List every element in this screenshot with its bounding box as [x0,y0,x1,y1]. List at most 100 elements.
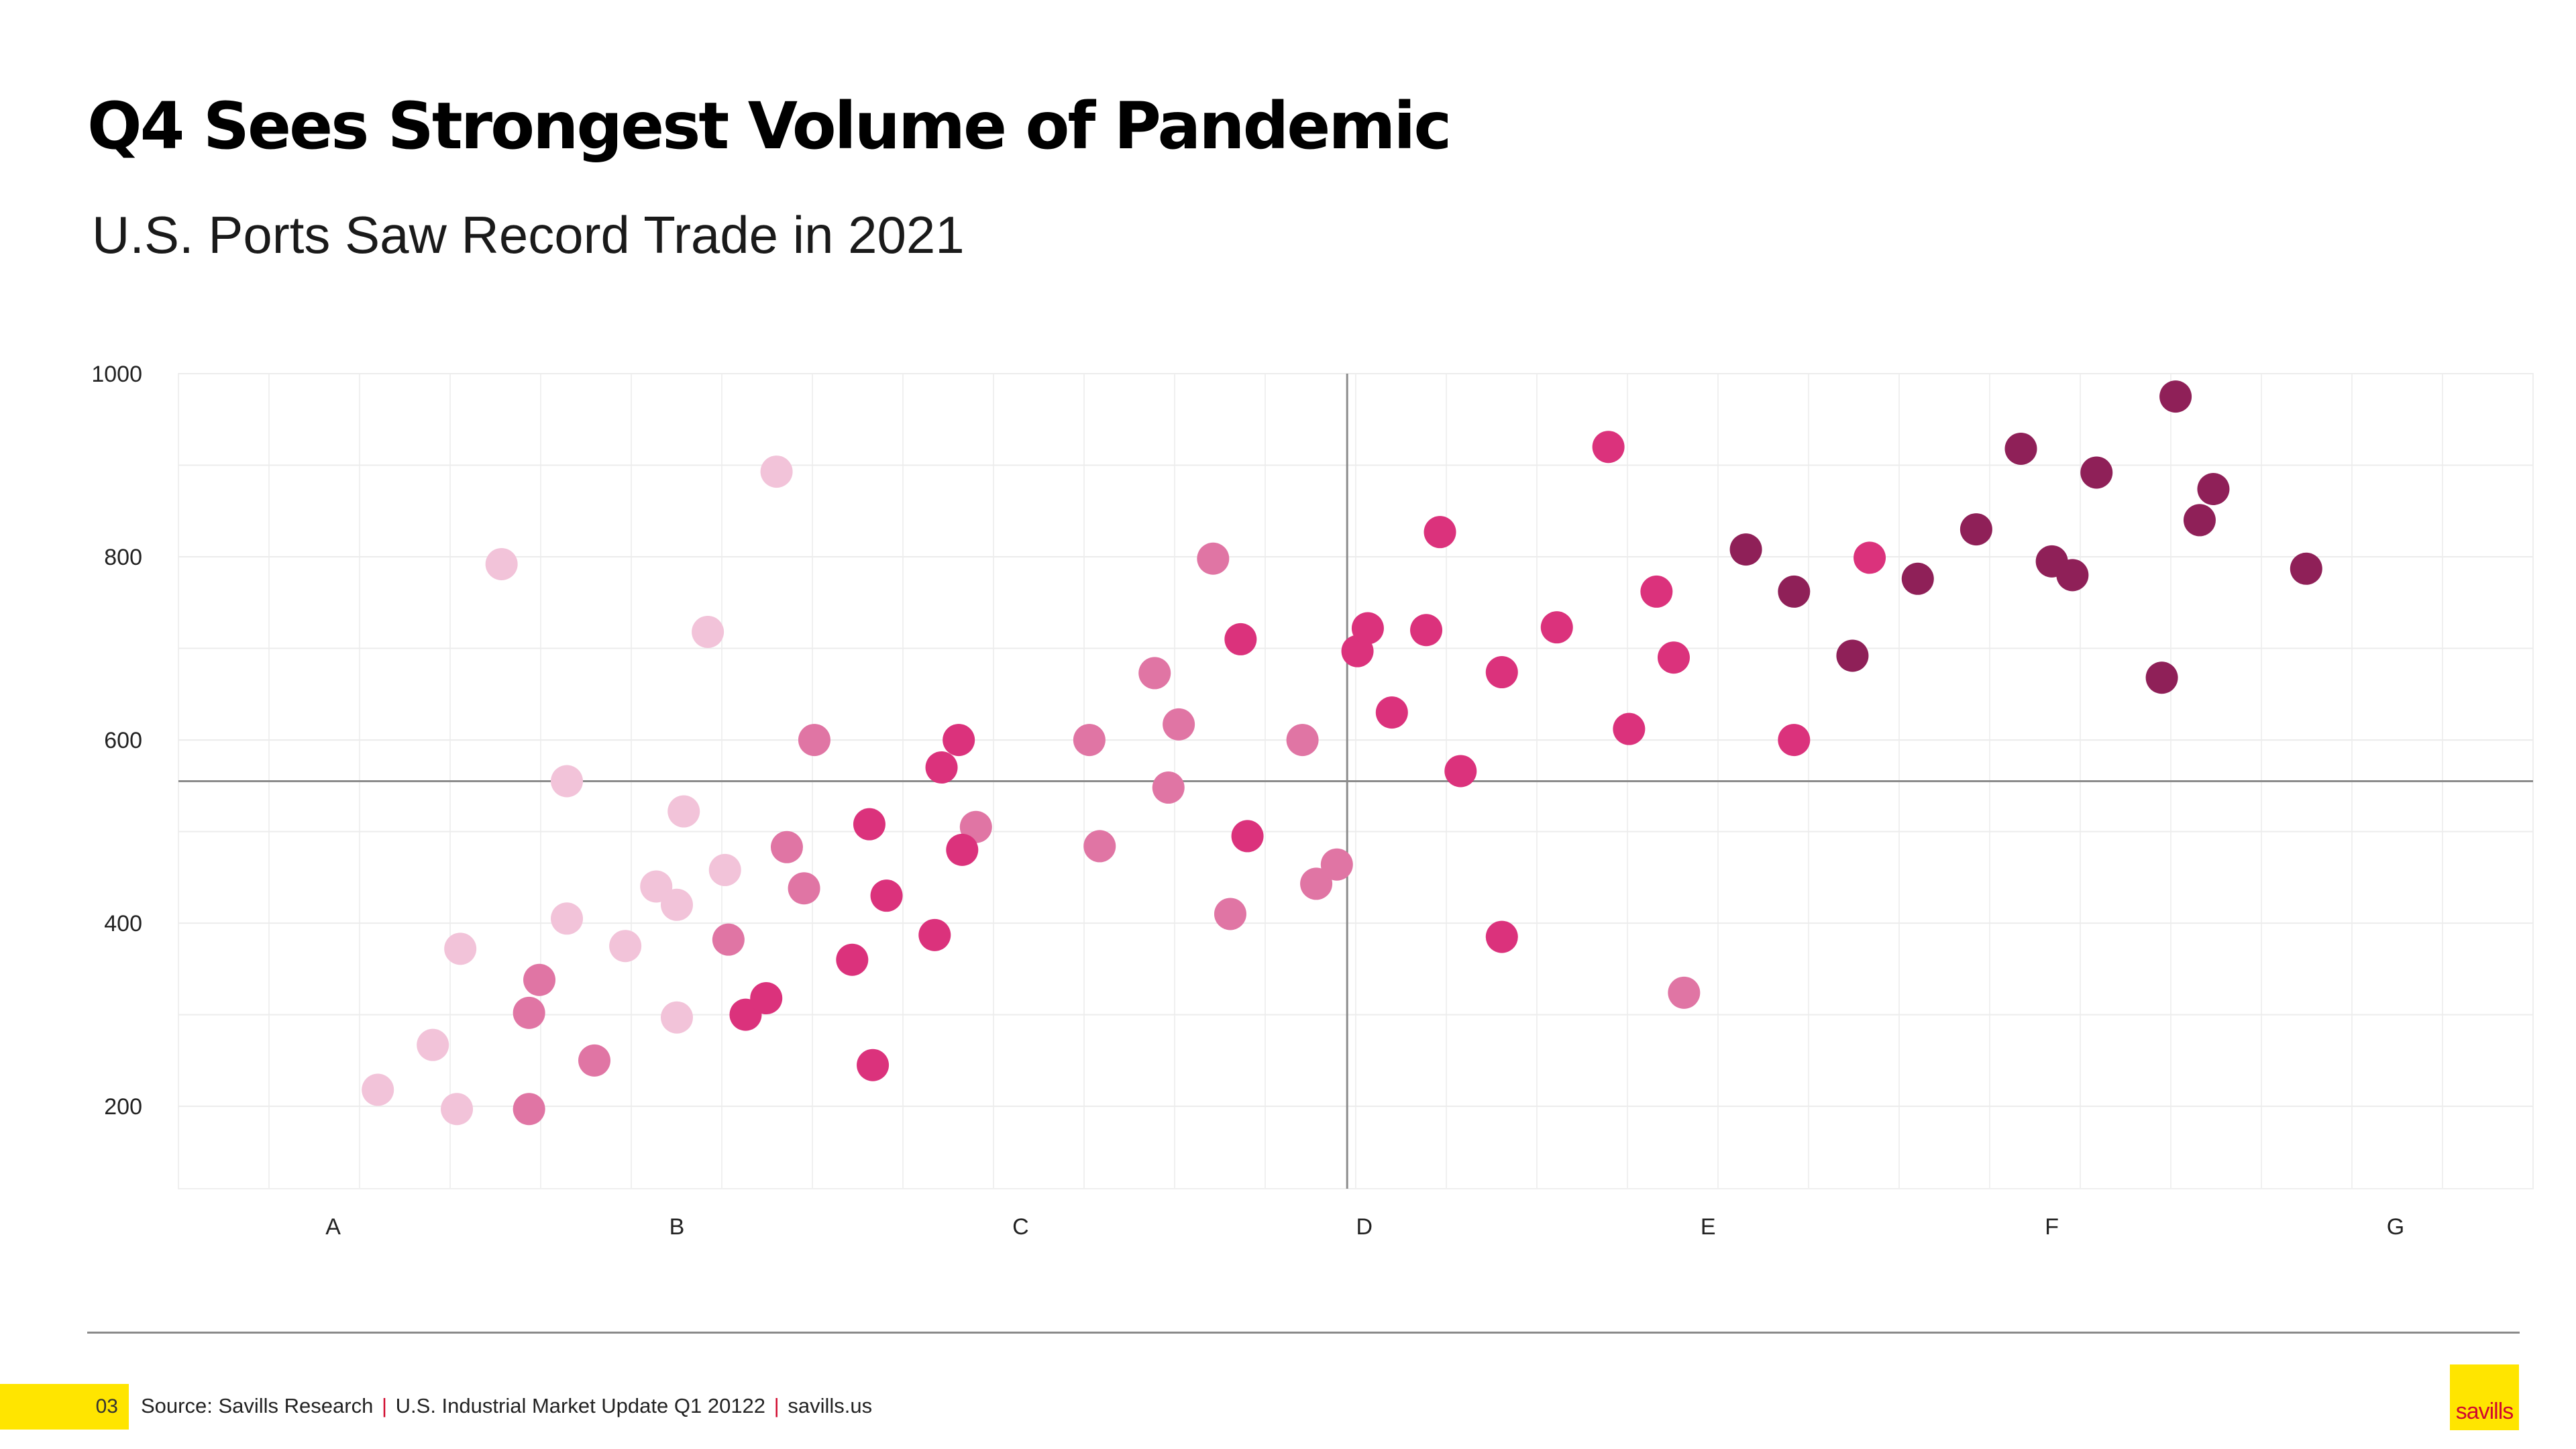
footer-separator: | [773,1394,780,1417]
data-point [925,751,958,784]
data-point [788,872,820,905]
data-point [946,833,979,866]
data-point [943,724,975,757]
data-point [1960,513,1992,546]
chart-title: Q4 Sees Strongest Volume of Pandemic [87,89,1452,164]
data-point [417,1028,449,1061]
data-point [551,902,584,935]
data-point [2159,380,2192,413]
data-point [870,879,903,912]
page-number: 03 [95,1395,118,1417]
data-point [1778,724,1811,757]
x-tick-label: B [669,1214,685,1240]
data-point [1231,820,1264,853]
data-point [1592,431,1625,464]
data-point [1778,575,1811,608]
data-point [513,996,545,1029]
data-point [1410,614,1443,647]
data-point [1224,623,1257,655]
data-point [1657,641,1690,674]
data-point [1286,724,1319,757]
data-point [2197,473,2230,506]
data-point [853,808,885,841]
source-label: Source: Savills Research [141,1394,374,1417]
data-point [660,888,693,921]
chart-subtitle: U.S. Ports Saw Record Trade in 2021 [92,205,965,264]
report-name: U.S. Industrial Market Update Q1 20122 [395,1394,766,1417]
data-point [578,1044,611,1077]
data-point [667,795,700,828]
data-point [441,1093,474,1126]
data-point [2145,661,2178,694]
data-point [2183,504,2216,537]
data-point [2004,432,2037,465]
data-point [485,547,518,580]
data-point [857,1049,890,1081]
data-point [444,932,477,965]
data-point [551,765,584,798]
data-point [1485,656,1518,689]
data-points [362,380,2322,1126]
x-axis-ticks: A B C D E F G [325,1214,2404,1240]
data-point [1083,830,1116,863]
website-link[interactable]: savills.us [788,1394,873,1417]
data-point [2290,552,2322,585]
logo-text: savills [2455,1399,2514,1424]
y-axis-ticks: 200 400 600 800 1000 [91,362,142,1120]
data-point [1300,867,1333,900]
data-point [836,943,869,976]
page-number-box: 03 [0,1384,129,1430]
data-point [660,1001,693,1034]
data-point [1854,541,1886,574]
data-point [1375,696,1408,729]
footer-divider [87,1332,2520,1334]
data-point [1351,612,1384,645]
savills-logo: savills [2450,1364,2519,1430]
x-tick-label: G [2387,1214,2404,1240]
data-point [760,455,793,488]
x-tick-label: D [1356,1214,1373,1240]
y-tick-label: 600 [104,728,142,753]
data-point [513,1093,545,1126]
data-point [1073,724,1106,757]
data-point [750,982,783,1015]
x-tick-label: F [2045,1214,2059,1240]
data-point [609,930,642,963]
data-point [362,1073,394,1106]
y-tick-label: 800 [104,545,142,570]
data-point [2056,559,2089,592]
data-point [1152,771,1185,804]
data-point [692,615,724,648]
x-tick-label: C [1012,1214,1029,1240]
data-point [712,923,745,956]
x-tick-label: E [1701,1214,1716,1240]
data-point [1197,542,1230,575]
footer-source: Source: Savills Research | U.S. Industri… [141,1394,872,1418]
data-point [1901,562,1934,595]
data-point [1214,898,1246,930]
y-tick-label: 1000 [91,362,142,387]
data-point [798,724,830,757]
footer-separator: | [381,1394,388,1417]
data-point [1485,920,1518,953]
data-point [1138,657,1171,690]
data-point [1163,708,1195,741]
data-point [640,870,673,903]
data-point [1668,976,1701,1009]
x-tick-label: A [325,1214,341,1240]
data-point [1320,848,1353,881]
data-point [1640,575,1673,608]
data-point [1424,516,1456,549]
data-point [1729,533,1762,566]
scatter-chart: 200 400 600 800 1000 A B C D E F G [91,362,2534,1240]
y-tick-label: 400 [104,911,142,936]
data-point [708,853,741,886]
data-point [770,830,803,863]
data-point [1444,755,1477,788]
data-point [2080,456,2113,489]
data-point [1836,639,1869,672]
data-point [523,963,556,996]
data-point [1540,611,1573,644]
data-point [918,918,951,951]
y-tick-label: 200 [104,1094,142,1120]
